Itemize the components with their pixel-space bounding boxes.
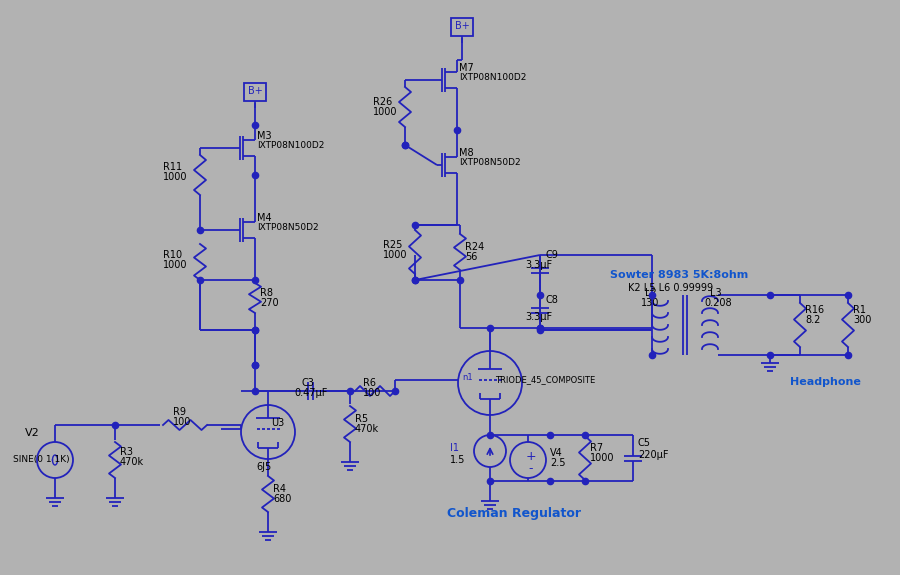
Text: M3: M3: [257, 131, 272, 141]
Text: 300: 300: [853, 315, 871, 325]
Text: R11: R11: [163, 162, 182, 172]
Text: 6J5: 6J5: [256, 462, 271, 472]
Text: 0.208: 0.208: [704, 298, 732, 308]
Text: R26: R26: [373, 97, 392, 107]
Text: 0.47μF: 0.47μF: [294, 388, 328, 398]
Text: R8: R8: [260, 288, 273, 298]
Text: IXTP08N50D2: IXTP08N50D2: [459, 158, 520, 167]
Text: IXTP08N50D2: IXTP08N50D2: [257, 223, 319, 232]
Text: 3.3μF: 3.3μF: [525, 260, 552, 270]
Text: SINE(0 1 1K): SINE(0 1 1K): [13, 455, 69, 464]
Text: 8.2: 8.2: [805, 315, 821, 325]
Text: TRIODE_45_COMPOSITE: TRIODE_45_COMPOSITE: [495, 375, 595, 384]
Bar: [244, 83, 266, 101]
Text: Sowter 8983 5K:8ohm: Sowter 8983 5K:8ohm: [610, 270, 748, 280]
Text: 470k: 470k: [120, 457, 144, 467]
Text: -: -: [529, 462, 533, 475]
Text: 1000: 1000: [163, 260, 187, 270]
Text: C9: C9: [545, 250, 558, 260]
Text: B+: B+: [454, 21, 470, 31]
Text: L3: L3: [710, 288, 722, 298]
Text: 130: 130: [641, 298, 660, 308]
Text: 1000: 1000: [590, 453, 615, 463]
Text: R16: R16: [805, 305, 824, 315]
Text: n1: n1: [462, 373, 472, 382]
Text: 680: 680: [273, 494, 292, 504]
Text: B+: B+: [248, 86, 263, 96]
Text: 1000: 1000: [373, 107, 398, 117]
Text: R7: R7: [590, 443, 603, 453]
Text: R4: R4: [273, 484, 286, 494]
Text: M8: M8: [459, 148, 473, 158]
Text: Coleman Regulator: Coleman Regulator: [447, 507, 581, 520]
Text: R5: R5: [355, 414, 368, 424]
Text: M4: M4: [257, 213, 272, 223]
Text: R3: R3: [120, 447, 133, 457]
Text: R25: R25: [383, 240, 402, 250]
Text: 100: 100: [173, 417, 192, 427]
Text: 470k: 470k: [355, 424, 379, 434]
Text: 270: 270: [260, 298, 279, 308]
Text: 1000: 1000: [383, 250, 408, 260]
Text: 220μF: 220μF: [638, 450, 669, 460]
Text: IXTP08N100D2: IXTP08N100D2: [257, 141, 324, 150]
Text: 2.5: 2.5: [550, 458, 565, 468]
Text: 3.3μF: 3.3μF: [525, 312, 552, 322]
Bar: [451, 18, 473, 36]
Text: R6: R6: [363, 378, 376, 388]
Text: C8: C8: [545, 295, 558, 305]
Text: R9: R9: [173, 407, 186, 417]
Text: C3: C3: [302, 378, 315, 388]
Text: 56: 56: [465, 252, 477, 262]
Text: R24: R24: [465, 242, 484, 252]
Text: 100: 100: [363, 388, 382, 398]
Text: L2: L2: [645, 288, 657, 298]
Text: U3: U3: [271, 418, 284, 428]
Text: C5: C5: [638, 438, 651, 448]
Text: K2 L5 L6 0.99999: K2 L5 L6 0.99999: [628, 283, 713, 293]
Text: M7: M7: [459, 63, 473, 73]
Text: 1000: 1000: [163, 172, 187, 182]
Text: I1: I1: [450, 443, 459, 453]
Text: V2: V2: [25, 428, 40, 438]
Text: Headphone: Headphone: [790, 377, 861, 387]
Text: R10: R10: [163, 250, 182, 260]
Text: 1.5: 1.5: [450, 455, 465, 465]
Text: +: +: [526, 450, 536, 463]
Text: R1: R1: [853, 305, 866, 315]
Text: V4: V4: [550, 448, 562, 458]
Text: IXTP08N100D2: IXTP08N100D2: [459, 73, 526, 82]
